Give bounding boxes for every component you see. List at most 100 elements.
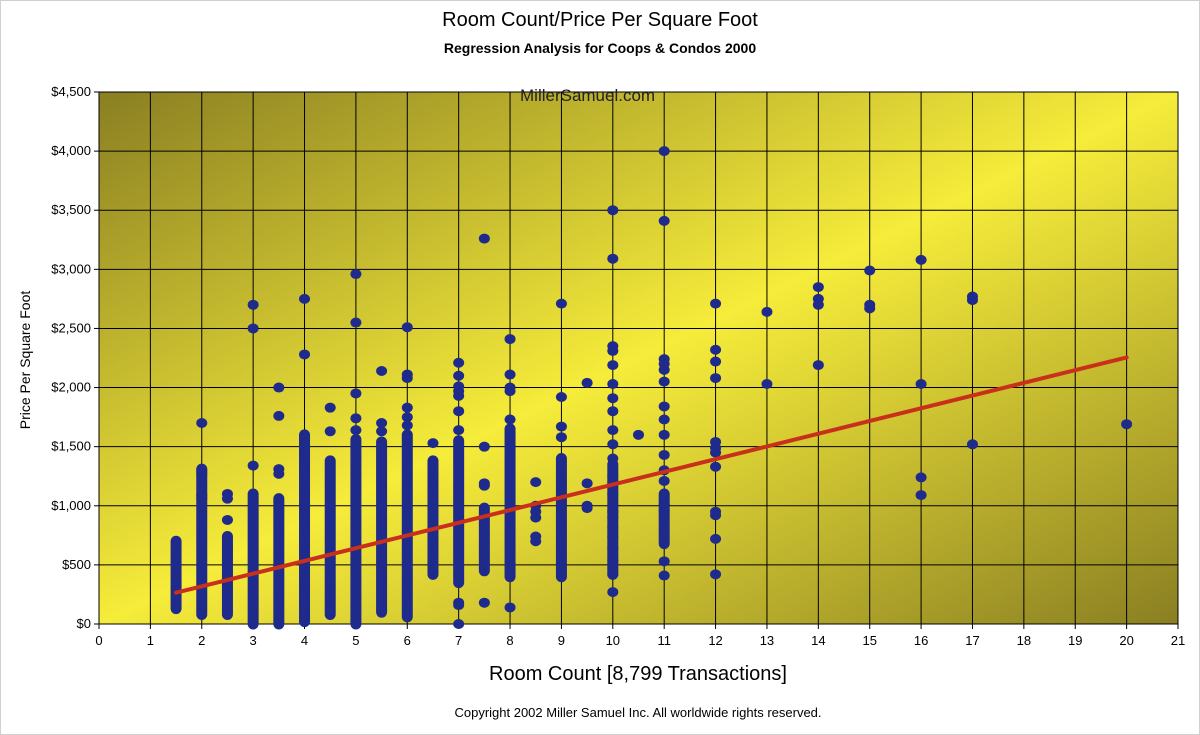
data-point <box>607 360 619 371</box>
data-point <box>607 569 619 580</box>
x-tick-label: 12 <box>708 633 722 648</box>
data-point <box>453 370 465 381</box>
data-point <box>376 426 388 437</box>
data-point <box>478 441 490 452</box>
data-point <box>607 522 619 533</box>
data-point <box>915 472 927 483</box>
data-point <box>221 493 233 504</box>
data-point <box>658 449 670 460</box>
data-point <box>453 600 465 611</box>
data-point <box>607 587 619 598</box>
data-point <box>812 282 824 293</box>
x-tick-label: 9 <box>558 633 565 648</box>
data-point <box>376 366 388 377</box>
data-point <box>401 420 413 431</box>
x-tick-label: 4 <box>301 633 308 648</box>
data-point <box>915 490 927 501</box>
data-point <box>350 317 362 328</box>
data-point <box>607 345 619 356</box>
data-point <box>1121 419 1133 430</box>
data-point <box>607 425 619 436</box>
data-point <box>555 298 567 309</box>
data-point <box>607 512 619 523</box>
y-tick-label: $1,000 <box>51 498 91 513</box>
chart-title: Room Count/Price Per Square Foot <box>442 9 758 31</box>
data-point <box>710 356 722 367</box>
data-points <box>196 146 1133 629</box>
data-point <box>607 406 619 417</box>
x-tick-label: 3 <box>250 633 257 648</box>
data-point <box>401 412 413 423</box>
x-tick-label: 11 <box>657 633 671 648</box>
x-tick-label: 0 <box>95 633 102 648</box>
data-point <box>710 447 722 458</box>
y-tick-label: $1,500 <box>51 439 91 454</box>
plot-area <box>98 91 1179 625</box>
data-point <box>658 414 670 425</box>
data-point <box>350 425 362 436</box>
x-axis-label: Room Count [8,799 Transactions] <box>489 663 787 685</box>
x-tick-label: 13 <box>760 633 774 648</box>
data-point <box>710 298 722 309</box>
data-point <box>555 421 567 432</box>
data-point <box>812 360 824 371</box>
x-tick-label: 6 <box>404 633 411 648</box>
data-point <box>658 429 670 440</box>
data-point <box>581 503 593 514</box>
data-point <box>555 432 567 443</box>
data-point <box>350 388 362 399</box>
data-point <box>350 413 362 424</box>
data-point <box>376 418 388 429</box>
data-point <box>504 369 516 380</box>
data-point <box>273 382 285 393</box>
data-point <box>607 543 619 554</box>
y-tick-label: $4,000 <box>51 143 91 158</box>
data-point <box>761 306 773 317</box>
y-tick-label: $2,000 <box>51 380 91 395</box>
data-point <box>607 555 619 566</box>
data-point <box>504 414 516 425</box>
data-point <box>478 233 490 244</box>
x-tick-label: 20 <box>1119 633 1133 648</box>
data-point <box>401 373 413 384</box>
data-point <box>710 510 722 521</box>
data-point <box>401 322 413 333</box>
data-point <box>607 379 619 390</box>
copyright-note: Copyright 2002 Miller Samuel Inc. All wo… <box>454 705 822 720</box>
x-tick-label: 17 <box>965 633 979 648</box>
x-tick-label: 15 <box>862 633 876 648</box>
y-tick-label: $500 <box>62 557 91 572</box>
data-point <box>658 215 670 226</box>
x-tick-label: 7 <box>455 633 462 648</box>
data-point <box>607 205 619 216</box>
data-point <box>966 439 978 450</box>
data-point <box>864 265 876 276</box>
regression-line <box>174 355 1129 595</box>
data-point <box>658 475 670 486</box>
data-point <box>221 514 233 525</box>
x-tick-label: 5 <box>352 633 359 648</box>
data-point <box>710 533 722 544</box>
data-point <box>504 386 516 397</box>
data-point <box>453 357 465 368</box>
data-point <box>247 323 259 334</box>
y-axis-ticks: $0 $500 $1,000 $1,500 $2,000 $2,500 $3,000 $3,5… <box>51 84 91 631</box>
y-tick-label: $2,500 <box>51 320 91 335</box>
data-point <box>607 393 619 404</box>
watermark: MillerSamuel.com <box>520 86 656 105</box>
data-point <box>607 439 619 450</box>
data-point <box>453 619 465 629</box>
data-point <box>530 512 542 523</box>
data-point <box>915 379 927 390</box>
data-point <box>607 453 619 464</box>
data-point <box>607 488 619 499</box>
data-point <box>247 299 259 310</box>
data-point <box>299 293 311 304</box>
trend-line-group <box>174 355 1129 595</box>
data-point <box>555 392 567 403</box>
x-tick-label: 2 <box>198 633 205 648</box>
data-point <box>504 334 516 345</box>
data-point <box>453 406 465 417</box>
data-point <box>530 477 542 488</box>
